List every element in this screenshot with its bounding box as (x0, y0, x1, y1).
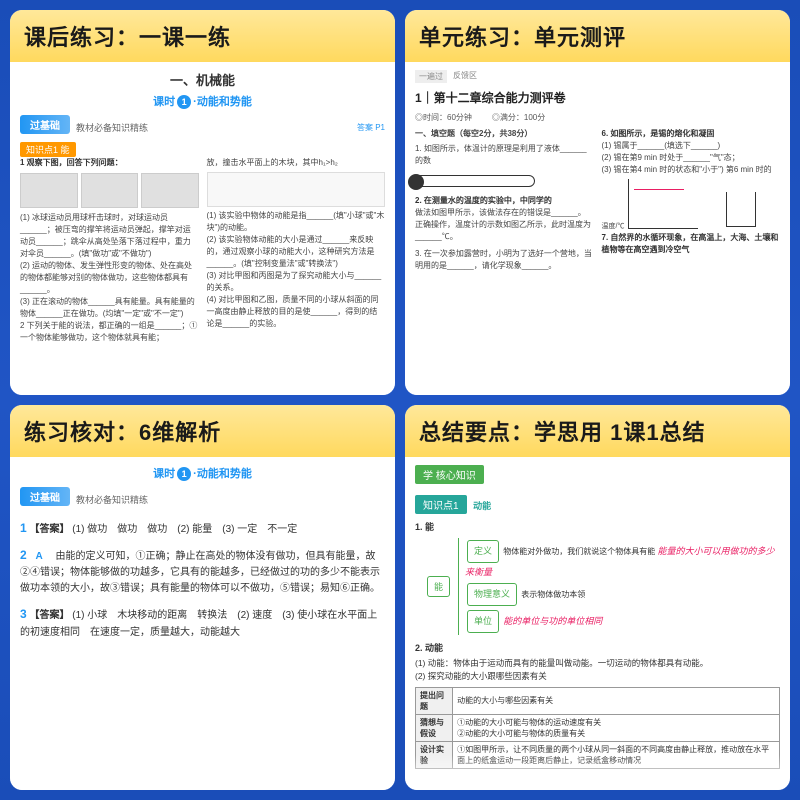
section-tag: 过基础 (20, 115, 70, 134)
temp-chart (628, 179, 698, 229)
content-4: 学 核心知识 知识点1 动能 1. 能 能 定义 物体能对外做功，我们就说这个物… (405, 457, 790, 790)
beaker-diagram (726, 192, 756, 227)
experiment-table: 提出问题动能的大小与哪些因素有关 猜想与假设①动能的大小可能与物体的运动速度有关… (415, 687, 780, 769)
header-4: 总结要点：学思用 1课1总结 (405, 405, 790, 457)
thermometer-diagram (415, 175, 535, 187)
header-3: 练习核对：6维解析 (10, 405, 395, 457)
card-unit-test: 单元练习：单元测评 一遍过 反馈区 1｜第十二章综合能力测评卷 ◎时间：60分钟… (405, 10, 790, 395)
card-analysis: 练习核对：6维解析 课时1·动能和势能 过基础 教材必备知识精练 1 【答案】 … (10, 405, 395, 790)
content-2: 一遍过 反馈区 1｜第十二章综合能力测评卷 ◎时间：60分钟◎满分：100分 一… (405, 62, 790, 395)
content-1: 一、机械能 课时1·动能和势能 过基础 教材必备知识精练 答案 P1 知识点1 … (10, 62, 395, 395)
card-lesson-practice: 课后练习：一课一练 一、机械能 课时1·动能和势能 过基础 教材必备知识精练 答… (10, 10, 395, 395)
card-summary: 总结要点：学思用 1课1总结 学 核心知识 知识点1 动能 1. 能 能 定义 … (405, 405, 790, 790)
physics-diagram (207, 172, 386, 207)
content-3: 课时1·动能和势能 过基础 教材必备知识精练 1 【答案】 (1) 做功 做功 … (10, 457, 395, 790)
header-1: 课后练习：一课一练 (10, 10, 395, 62)
header-2: 单元练习：单元测评 (405, 10, 790, 62)
